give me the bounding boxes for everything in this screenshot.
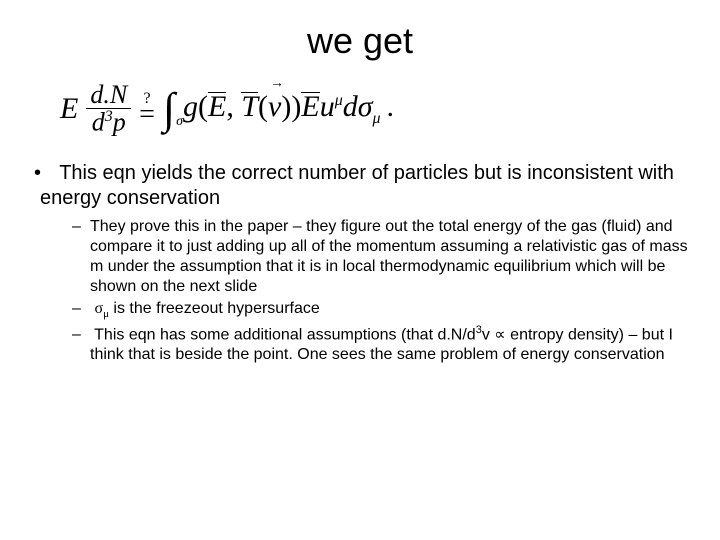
slide-title: we get xyxy=(30,20,690,62)
eq-frac-den: d3p xyxy=(88,109,130,136)
eq-frac-num: d.N xyxy=(86,82,131,109)
sub-bullet-list: They prove this in the paper – they figu… xyxy=(40,217,690,365)
eq-E: E xyxy=(60,92,78,126)
eq-fraction: d.N d3p xyxy=(86,82,131,136)
sub-bullet-1: They prove this in the paper – they figu… xyxy=(90,217,690,297)
sub-bullet-2: σμ is the freezeout hypersurface xyxy=(90,299,690,322)
main-bullet-1: This eqn yields the correct number of pa… xyxy=(40,161,690,365)
eq-integrand: g(E, T(v))Euμdσμ. xyxy=(183,90,394,128)
eq-question-equals: ? = xyxy=(139,93,155,124)
main-bullet-list: This eqn yields the correct number of pa… xyxy=(30,161,690,365)
sub-bullet-3: This eqn has some additional assumptions… xyxy=(90,324,690,365)
eq-integral: ∫ σ xyxy=(163,91,175,126)
equation: E d.N d3p ? = ∫ σ g(E, T(v))Euμdσμ. xyxy=(60,82,690,136)
